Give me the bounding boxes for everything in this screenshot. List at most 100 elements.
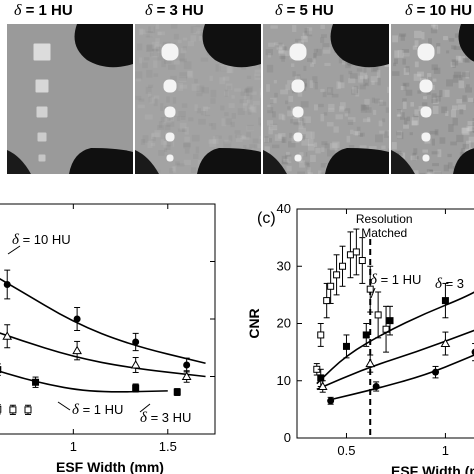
noise-speck bbox=[458, 74, 463, 80]
noise-speck bbox=[463, 58, 471, 63]
noise-speck bbox=[212, 136, 219, 144]
noise-speck bbox=[226, 65, 232, 73]
noise-speck bbox=[164, 57, 172, 64]
noise-speck bbox=[155, 44, 162, 47]
noise-speck bbox=[364, 79, 368, 86]
noise-speck bbox=[316, 48, 322, 56]
noise-speck bbox=[387, 86, 389, 93]
noise-speck bbox=[152, 136, 156, 142]
vline-label: Matched bbox=[361, 226, 407, 240]
data-point bbox=[362, 323, 370, 347]
noise-speck bbox=[292, 117, 300, 123]
marker bbox=[432, 368, 440, 376]
noise-speck bbox=[148, 95, 152, 103]
noise-speck bbox=[243, 95, 250, 104]
noise-speck bbox=[320, 163, 327, 168]
noise-speck bbox=[426, 90, 431, 95]
noise-speck bbox=[422, 102, 428, 106]
noise-speck bbox=[249, 144, 255, 148]
noise-speck bbox=[429, 170, 433, 174]
noise-speck bbox=[396, 110, 403, 117]
noise-speck bbox=[147, 140, 153, 148]
noise-speck bbox=[406, 116, 410, 122]
noise-speck bbox=[288, 141, 296, 148]
data-point bbox=[333, 254, 341, 296]
data-point bbox=[9, 404, 17, 415]
noise-speck bbox=[348, 70, 353, 75]
x-tick-label: 1 bbox=[70, 439, 77, 454]
noise-speck bbox=[182, 37, 188, 41]
dark-region-corner bbox=[135, 150, 159, 174]
noise-speck bbox=[234, 130, 241, 134]
noise-speck bbox=[164, 118, 172, 124]
noise-speck bbox=[327, 88, 331, 93]
noise-speck bbox=[267, 104, 271, 111]
noise-speck bbox=[363, 67, 367, 74]
bright-insert bbox=[37, 132, 47, 142]
noise-speck bbox=[457, 104, 466, 110]
noise-speck bbox=[200, 111, 206, 116]
noise-speck bbox=[196, 92, 203, 97]
noise-speck bbox=[323, 112, 328, 116]
noise-speck bbox=[364, 75, 368, 83]
noise-speck bbox=[252, 100, 260, 106]
noise-speck bbox=[220, 105, 225, 111]
noise-speck bbox=[331, 93, 339, 98]
noise-speck bbox=[397, 152, 403, 156]
marker bbox=[130, 359, 141, 369]
noise-speck bbox=[379, 130, 385, 134]
noise-speck bbox=[458, 80, 465, 89]
noise-speck bbox=[431, 93, 437, 99]
noise-speck bbox=[281, 155, 288, 164]
noise-speck bbox=[139, 29, 146, 35]
noise-speck bbox=[246, 126, 254, 131]
noise-speck bbox=[278, 113, 284, 120]
noise-speck bbox=[302, 32, 307, 39]
noise-speck bbox=[298, 40, 304, 47]
marker bbox=[173, 388, 181, 396]
noise-speck bbox=[308, 172, 313, 174]
marker bbox=[24, 406, 32, 414]
dark-region-bottom bbox=[325, 148, 389, 174]
noise-speck bbox=[414, 61, 419, 68]
noise-speck bbox=[194, 78, 198, 84]
noise-speck bbox=[409, 132, 413, 136]
data-point bbox=[352, 228, 360, 276]
noise-speck bbox=[427, 73, 432, 80]
noise-speck bbox=[279, 54, 286, 60]
noise-speck bbox=[140, 139, 146, 145]
data-point bbox=[327, 268, 335, 304]
noise-speck bbox=[264, 146, 270, 154]
image-title-2: δ = 3 HU bbox=[145, 2, 204, 19]
noise-speck bbox=[391, 142, 397, 150]
noise-speck bbox=[445, 110, 449, 116]
noise-speck bbox=[442, 89, 450, 98]
noise-speck bbox=[196, 85, 205, 93]
fit-curve bbox=[330, 354, 474, 401]
noise-speck bbox=[437, 46, 441, 54]
noise-speck bbox=[403, 67, 409, 75]
noise-speck bbox=[220, 65, 228, 71]
noise-speck bbox=[304, 30, 313, 37]
noise-speck bbox=[247, 124, 254, 131]
noise-speck bbox=[264, 136, 269, 143]
panel-label: (c) bbox=[257, 210, 276, 227]
noise-speck bbox=[285, 84, 291, 91]
noise-speck bbox=[259, 135, 261, 139]
bright-insert bbox=[163, 79, 177, 93]
noise-speck bbox=[211, 123, 217, 130]
noise-speck bbox=[299, 160, 306, 168]
marker bbox=[132, 384, 140, 392]
noise-speck bbox=[179, 53, 185, 61]
dark-region-top bbox=[202, 24, 261, 68]
noise-speck bbox=[462, 143, 470, 150]
noise-speck bbox=[201, 87, 209, 94]
noise-speck bbox=[374, 98, 380, 104]
marker bbox=[0, 405, 2, 413]
noise-speck bbox=[347, 119, 354, 125]
noise-speck bbox=[231, 113, 236, 119]
data-point bbox=[73, 307, 81, 331]
noise-speck bbox=[227, 65, 234, 74]
noise-speck bbox=[296, 74, 301, 79]
noise-speck bbox=[363, 78, 370, 87]
